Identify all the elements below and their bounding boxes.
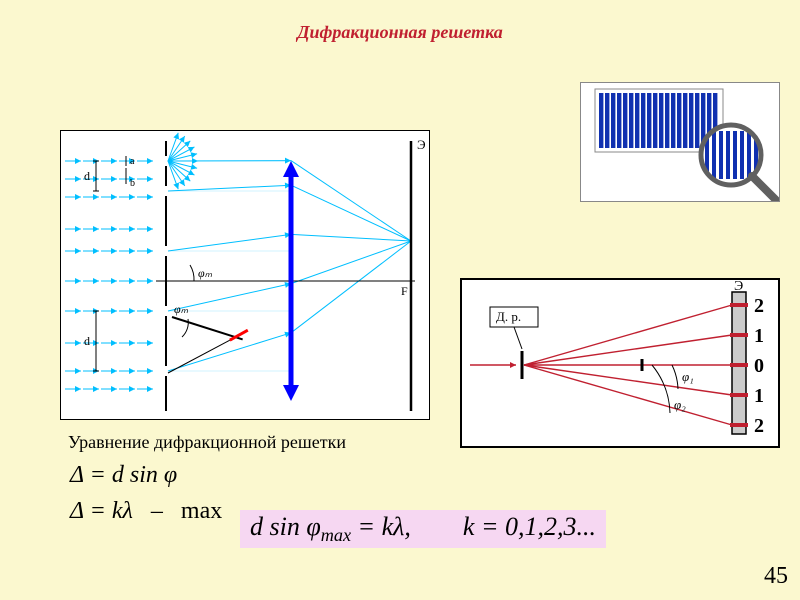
svg-text:d: d [84, 169, 90, 183]
page-number: 45 [764, 563, 788, 590]
svg-text:1: 1 [754, 385, 764, 407]
slide-title: Дифракционная решетка [0, 22, 800, 43]
svg-text:2: 2 [754, 415, 764, 437]
svg-text:φₘ: φₘ [174, 302, 189, 316]
orders-svg: Д. р.Э21012φ₁φ₂ [462, 280, 778, 446]
svg-text:φ₂: φ₂ [674, 397, 686, 412]
svg-text:0: 0 [754, 355, 764, 377]
svg-text:φₘ: φₘ [198, 266, 213, 280]
svg-text:Д. р.: Д. р. [496, 309, 521, 324]
equation-caption: Уравнение дифракционной решетки [68, 432, 346, 453]
equation-delta-dsinphi: Δ = d sin φ [70, 462, 177, 489]
svg-text:Э: Э [734, 280, 743, 294]
svg-text:2: 2 [754, 295, 764, 317]
svg-text:a: a [130, 156, 135, 167]
main-optics-svg: dabdFЭφₘφₘΔ [61, 131, 429, 419]
grating-icon-svg [581, 83, 779, 201]
svg-text:1: 1 [754, 325, 764, 347]
svg-text:b: b [130, 178, 135, 189]
grating-magnifier-icon [580, 82, 780, 202]
equation-delta-klambda: Δ = kλ – max [70, 498, 222, 525]
svg-text:Э: Э [417, 137, 426, 152]
svg-text:F: F [401, 284, 408, 298]
svg-text:d: d [84, 334, 90, 348]
svg-text:φ₁: φ₁ [682, 369, 694, 384]
main-optics-figure: dabdFЭφₘφₘΔ [60, 130, 430, 420]
equation-grating-main: d sin φmax = kλ, k = 0,1,2,3... [240, 510, 606, 548]
orders-figure: Д. р.Э21012φ₁φ₂ [460, 278, 780, 448]
